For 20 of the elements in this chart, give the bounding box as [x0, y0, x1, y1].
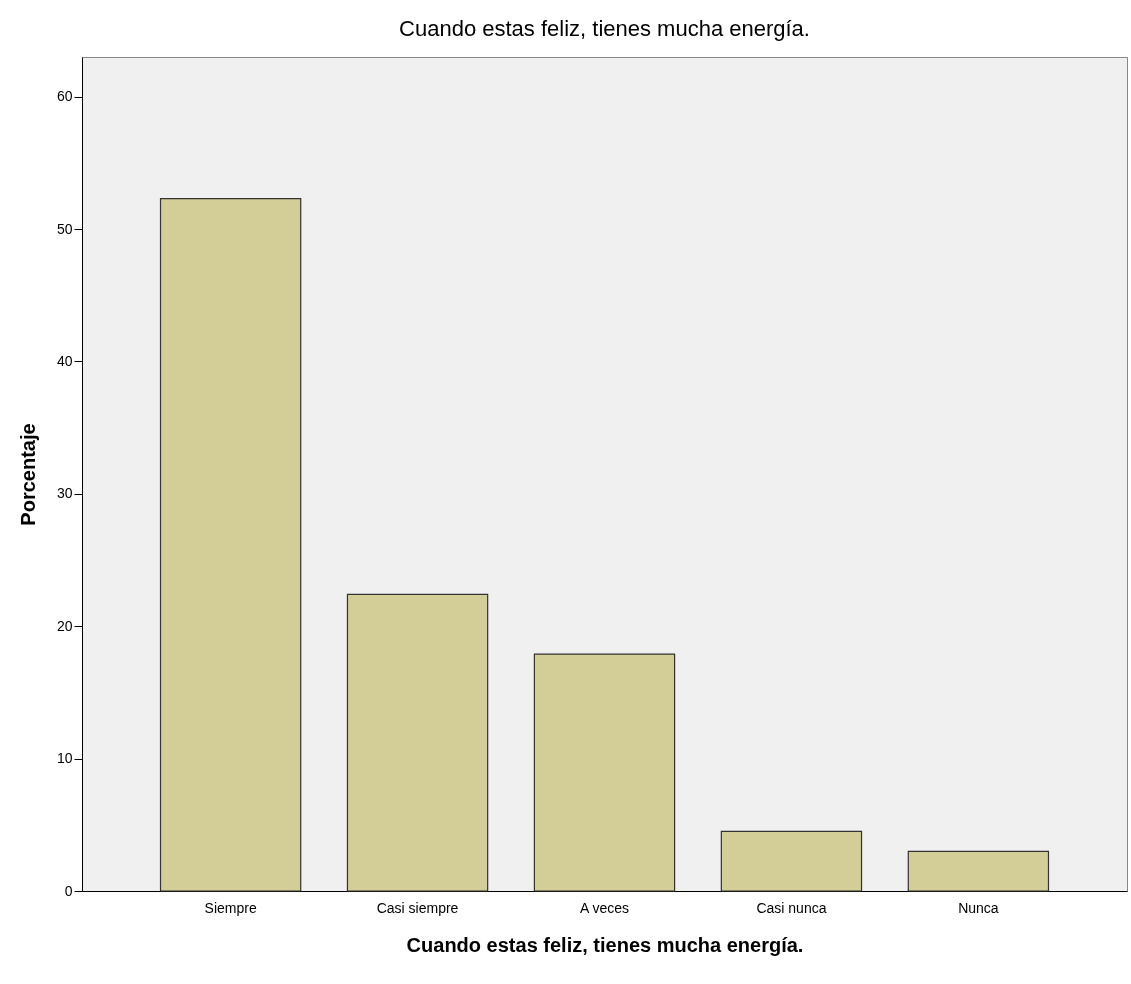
x-tick-label: Siempre [204, 899, 257, 916]
bar [533, 653, 676, 892]
y-tick-label: 50 [56, 220, 73, 237]
y-tick-label: 10 [56, 750, 73, 767]
bar [720, 830, 863, 892]
bar [346, 593, 489, 892]
x-tick-label: A veces [579, 899, 630, 916]
x-tick-label: Casi nunca [756, 899, 827, 916]
x-tick-label: Nunca [958, 899, 999, 916]
chart-title: Cuando estas feliz, tienes mucha energía. [399, 16, 810, 41]
y-tick-label: 0 [64, 882, 73, 899]
y-tick-label: 40 [56, 352, 73, 369]
y-tick-label: 20 [56, 617, 73, 634]
bar [907, 850, 1050, 892]
x-tick-label: Casi siempre [376, 899, 459, 916]
y-tick-label: 30 [56, 485, 73, 502]
y-axis-title: Porcentaje [16, 423, 39, 526]
y-tick-label: 60 [56, 88, 73, 105]
bar [159, 198, 302, 892]
x-axis-title: Cuando estas feliz, tienes mucha energía. [406, 933, 804, 956]
